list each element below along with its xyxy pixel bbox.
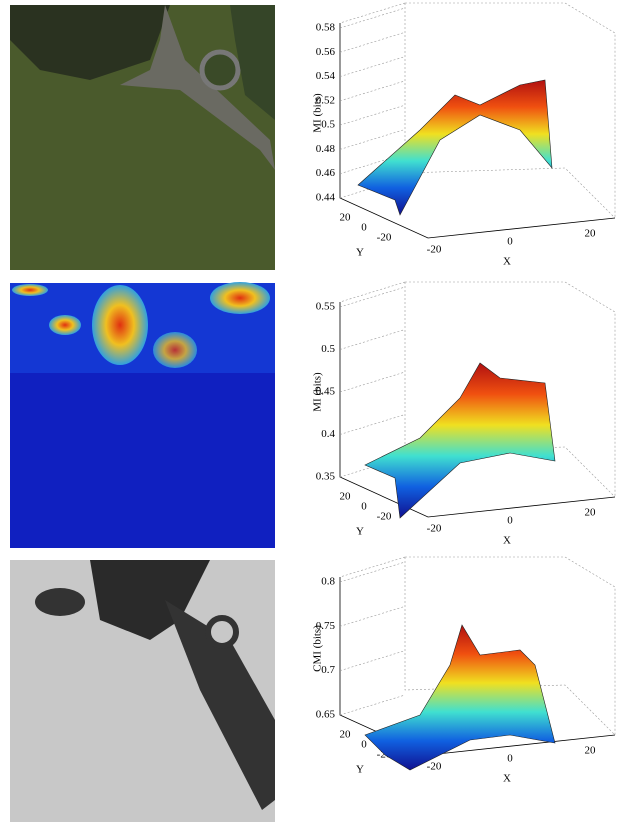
y-axis-label: Y — [356, 526, 364, 538]
z-grid-line — [339, 606, 406, 627]
surface-plot: 0.55 0.5 0.45 0.4 0.35 MI (bits) 20 0 -20 Y -20 0 20… — [312, 281, 616, 547]
surface — [357, 79, 553, 216]
x-tick-label: 20 — [585, 228, 597, 240]
z-tick-label: 0.65 — [316, 709, 336, 721]
z-grid-line — [339, 650, 406, 671]
z-grid-line — [339, 371, 406, 393]
x-axis-label: X — [503, 256, 511, 268]
y-tick-label: -20 — [377, 232, 392, 244]
z-grid-line — [339, 129, 406, 150]
z-grid-line — [339, 80, 406, 102]
x-axis-label: X — [503, 773, 511, 785]
surface-plot: 0.58 0.56 0.54 0.52 0.5 0.48 0.46 0.44 MI (bits)… — [312, 2, 616, 268]
z-grid-line — [339, 104, 406, 126]
z-tick-label: 0.5 — [321, 119, 335, 131]
z-grid-line — [339, 329, 406, 350]
z-tick-label: 0.52 — [316, 94, 335, 106]
z-grid-line — [339, 694, 406, 716]
surface — [364, 624, 556, 771]
z-tick-label: 0.4 — [321, 428, 335, 440]
z-tick-label: 0.46 — [316, 167, 336, 179]
x-tick-label: 0 — [507, 753, 513, 765]
x-tick-label: -20 — [427, 761, 442, 773]
z-grid-line — [339, 286, 406, 308]
y-tick-label: 20 — [340, 212, 352, 224]
y-tick-label: 20 — [340, 491, 352, 503]
axis-frame — [339, 23, 616, 239]
z-tick-label: 0.54 — [316, 70, 336, 82]
y-tick-label: 0 — [361, 222, 367, 234]
z-tick-label: 0.75 — [316, 620, 336, 632]
z-axis-label: MI (bits) — [312, 372, 324, 412]
z-axis-label: CMI (bits) — [312, 625, 324, 672]
heatmap-image — [10, 282, 275, 548]
z-tick-label: 0.56 — [316, 46, 336, 58]
y-tick-label: 0 — [361, 501, 367, 513]
aerial-image — [10, 5, 275, 270]
x-tick-label: -20 — [427, 523, 442, 535]
axis-box — [339, 2, 616, 219]
y-tick-label: 0 — [361, 739, 367, 751]
z-tick-label: 0.58 — [316, 22, 336, 34]
x-tick-label: 20 — [585, 507, 597, 519]
x-axis-label: X — [503, 535, 511, 547]
z-grid-line — [339, 414, 406, 435]
z-axis-label: MI (bits) — [312, 93, 324, 133]
z-grid-line — [339, 56, 406, 77]
y-tick-label: -20 — [377, 511, 392, 523]
x-tick-label: 20 — [585, 745, 597, 757]
x-tick-label: 0 — [507, 515, 513, 527]
z-grid-line — [339, 7, 406, 29]
axis-frame — [339, 302, 616, 518]
z-tick-label: 0.55 — [316, 301, 336, 313]
z-tick-label: 0.7 — [321, 664, 335, 676]
y-axis-label: Y — [356, 764, 364, 776]
z-grid-line — [339, 561, 406, 583]
y-tick-label: 20 — [340, 729, 352, 741]
z-tick-label: 0.48 — [316, 143, 336, 155]
z-tick-label: 0.35 — [316, 471, 336, 483]
plots: 0.58 0.56 0.54 0.52 0.5 0.48 0.46 0.44 MI (bits)… — [312, 2, 616, 785]
axis-box — [339, 281, 616, 498]
y-axis-label: Y — [356, 247, 364, 259]
surface — [364, 362, 556, 519]
x-tick-label: 0 — [507, 236, 513, 248]
z-tick-label: 0.5 — [321, 343, 335, 355]
z-tick-label: 0.45 — [316, 386, 336, 398]
z-grid-line — [339, 31, 406, 53]
grayscale-image — [10, 560, 275, 822]
z-tick-label: 0.8 — [321, 576, 335, 588]
z-tick-label: 0.44 — [316, 192, 336, 204]
x-tick-label: -20 — [427, 244, 442, 256]
